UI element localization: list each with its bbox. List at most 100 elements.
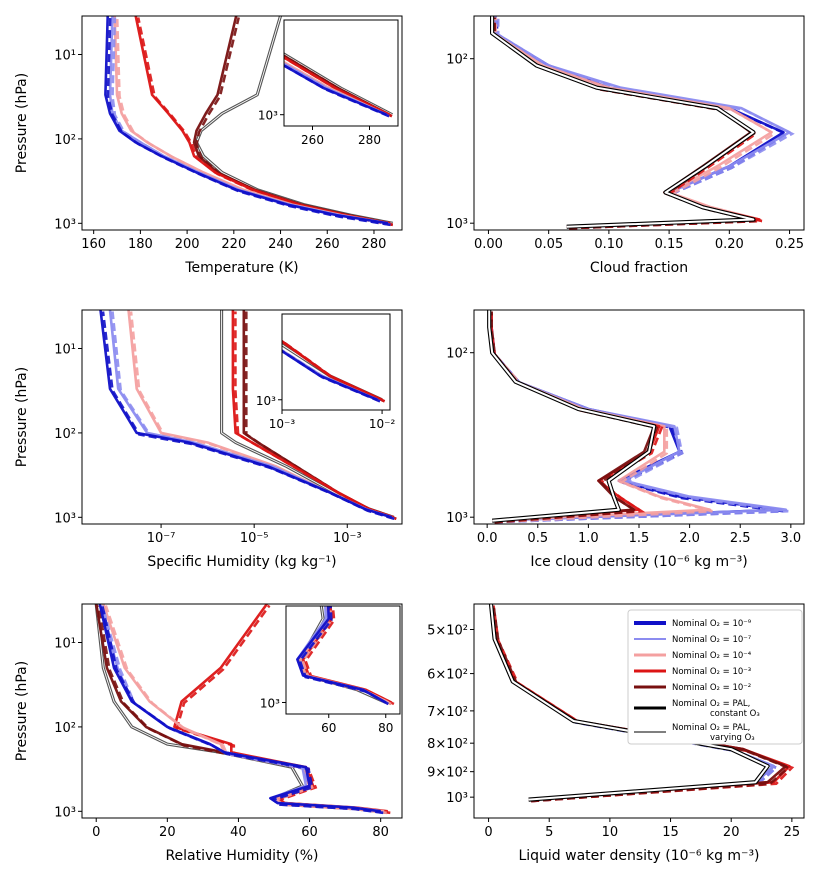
series-line-dashed: [282, 349, 381, 403]
series-line-core: [491, 16, 755, 228]
series-line-dashed: [115, 17, 391, 227]
legend: Nominal O₂ = 10⁻⁹ Nominal O₂ = 10⁻⁷ Nomina…: [627, 609, 803, 745]
axes-frame: [81, 309, 403, 525]
legend-label-2: constant O₃: [710, 709, 760, 719]
legend-label: Nominal O₂ = PAL,: [672, 723, 750, 733]
x-axis-label: Relative Humidity (%): [165, 848, 318, 864]
series-line-dashed: [493, 17, 763, 230]
y-tick-label: 10¹: [54, 342, 76, 357]
panels: 160 180 200 220 240 260 28010¹10²10³Temperatur…: [14, 15, 805, 864]
y-axis-label: Pressure (hPa): [14, 367, 30, 467]
x-axis-label: Liquid water density (10⁻⁶ kg m⁻³): [518, 848, 759, 864]
series-line-dashed: [284, 54, 393, 118]
y-tick-label: 5×10²: [427, 623, 468, 638]
series-line-dashed: [494, 17, 777, 230]
y-tick-label: 10³: [54, 511, 76, 526]
series-line: [487, 310, 661, 522]
y-axis-label: Pressure (hPa): [14, 661, 30, 761]
x-tick-label: 60: [321, 721, 336, 735]
inset-frame: [285, 605, 401, 715]
x-tick-label: 260: [301, 133, 324, 147]
series-line-dashed: [284, 60, 390, 118]
inset-temp: 260 280 10³: [258, 19, 399, 147]
axes-frame: [81, 603, 403, 819]
x-tick-label: 10⁻²: [369, 417, 396, 431]
series-line-outline: [490, 16, 756, 229]
x-tick-label: 0.05: [534, 237, 563, 252]
y-tick-label: 10²: [54, 133, 76, 148]
series-line-dashed: [493, 17, 757, 230]
x-tick-label: 0.10: [594, 237, 623, 252]
x-tick-label: 5: [545, 825, 553, 840]
series-line-dashed: [234, 311, 397, 521]
x-tick-label: 180: [128, 237, 153, 252]
x-tick-label: 0.0: [477, 531, 498, 546]
series-line-dashed: [298, 606, 389, 706]
panel-cloud: 0.00 0.05 0.10 0.15 0.20 0.25 10² 10³ Cloud frac…: [446, 15, 805, 276]
series-line-dashed: [490, 311, 784, 524]
series-line-dashed: [496, 17, 795, 230]
y-tick-label: 10²: [446, 347, 468, 362]
series-line: [487, 310, 783, 522]
x-tick-label: 15: [662, 825, 679, 840]
y-tick-label: 10³: [446, 511, 468, 526]
panel-ice: 0.0 0.5 1.0 1.5 2.0 2.5 3.0 10² 10³ Ice cloud den…: [446, 309, 805, 570]
y-tick-label: 10³: [256, 394, 276, 408]
legend-box: [627, 609, 803, 745]
y-tick-label: 10³: [260, 696, 280, 710]
x-tick-label: 10⁻⁵: [240, 531, 269, 546]
series-line-dashed: [284, 64, 390, 118]
x-tick-label: 1.0: [578, 531, 599, 546]
x-tick-label: 280: [362, 237, 387, 252]
x-tick-label: 10: [602, 825, 619, 840]
legend-label: Nominal O₂ = 10⁻⁹: [672, 619, 752, 629]
x-tick-label: 200: [175, 237, 200, 252]
y-tick-label: 10³: [258, 109, 278, 123]
series-line: [296, 606, 387, 704]
x-tick-label: 1.5: [629, 531, 650, 546]
y-tick-label: 10¹: [54, 636, 76, 651]
y-tick-label: 10³: [54, 217, 76, 232]
series-line: [487, 310, 656, 522]
series-line-dashed: [106, 17, 391, 227]
series-line-dashed: [492, 605, 791, 803]
x-tick-label: 220: [221, 237, 246, 252]
y-tick-label: 10²: [54, 721, 76, 736]
y-tick-label: 10³: [54, 805, 76, 820]
axes-frame: [473, 603, 805, 819]
y-tick-label: 10²: [54, 427, 76, 442]
y-tick-label: 7×10²: [427, 705, 468, 720]
x-tick-label: 2.5: [730, 531, 751, 546]
x-tick-label: 0.20: [715, 237, 744, 252]
x-tick-label: 10⁻³: [333, 531, 362, 546]
x-tick-label: 20: [159, 825, 176, 840]
x-tick-label: 20: [723, 825, 740, 840]
x-tick-label: 25: [784, 825, 801, 840]
series-line-core: [284, 53, 393, 116]
series-line-dashed: [490, 311, 664, 524]
x-tick-label: 80: [378, 721, 393, 735]
x-tick-label: 0: [484, 825, 492, 840]
inset-frame: [283, 19, 399, 127]
inset-rh: 60 80 10³: [260, 605, 401, 735]
x-axis-label: Ice cloud density (10⁻⁶ kg m⁻³): [530, 554, 747, 570]
x-axis-label: Cloud fraction: [590, 260, 688, 276]
axes-frame: [81, 15, 403, 231]
x-tick-label: 160: [81, 237, 106, 252]
inset-frame: [281, 313, 391, 411]
series-line-dashed: [101, 605, 384, 815]
series-line-outline: [487, 310, 657, 523]
series-line: [284, 54, 390, 116]
axes-frame: [473, 15, 805, 231]
series-line: [282, 349, 379, 401]
legend-label: Nominal O₂ = 10⁻³: [672, 667, 751, 677]
x-tick-label: 2.0: [679, 531, 700, 546]
x-tick-label: 0.00: [474, 237, 503, 252]
legend-label: Nominal O₂ = 10⁻⁴: [672, 651, 752, 661]
x-tick-label: 40: [230, 825, 247, 840]
x-axis-label: Specific Humidity (kg kg⁻¹): [147, 554, 336, 570]
legend-label: Nominal O₂ = 10⁻²: [672, 683, 751, 693]
y-tick-label: 8×10²: [427, 737, 468, 752]
y-tick-label: 10³: [446, 217, 468, 232]
